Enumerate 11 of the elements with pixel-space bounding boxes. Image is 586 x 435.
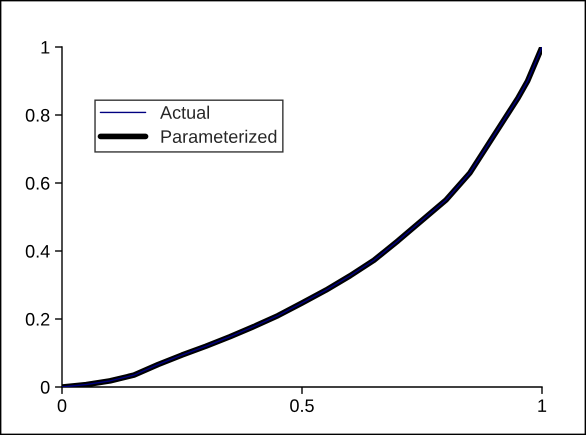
x-tick-label: 0.5 <box>290 399 314 412</box>
legend-label: Parameterized <box>162 130 276 143</box>
x-tick-label: 1 <box>538 399 546 412</box>
y-tick-label: 0.8 <box>26 108 50 122</box>
y-tick-label: 0.2 <box>26 312 50 326</box>
legend-label: Actual <box>160 106 209 119</box>
y-tick-label: 0.4 <box>26 244 50 258</box>
y-tick-label: 1 <box>42 41 50 54</box>
y-tick-label: 0 <box>40 380 50 394</box>
x-tick-label: 0 <box>58 399 66 412</box>
y-tick-label: 0.6 <box>26 176 50 190</box>
